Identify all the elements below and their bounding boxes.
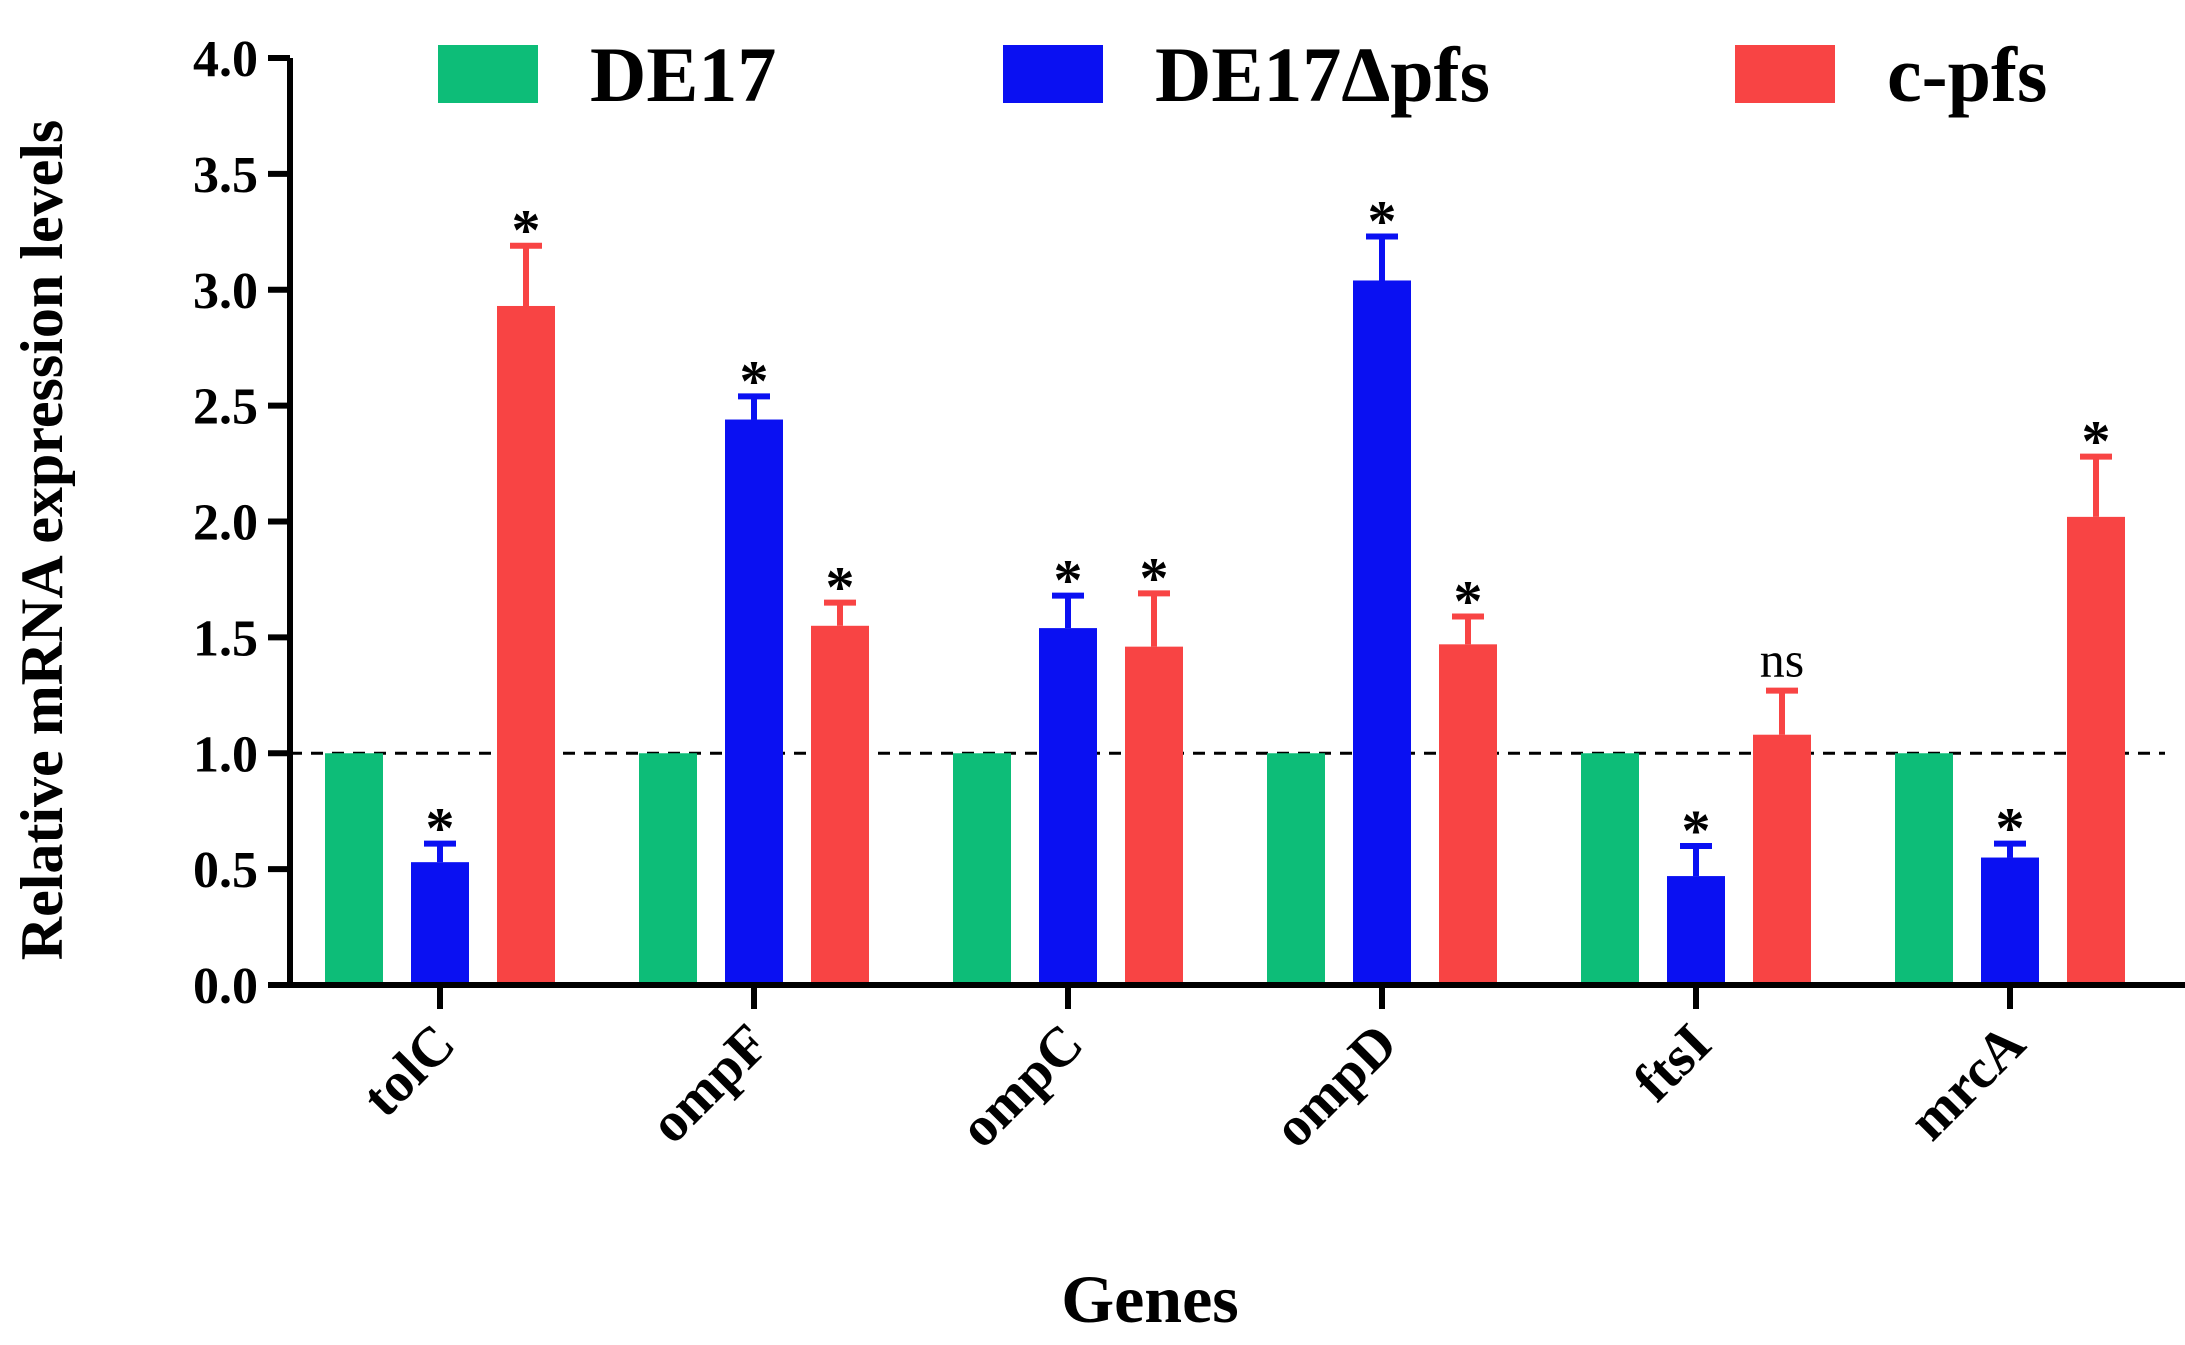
- x-tick-label: ompC: [948, 1012, 1095, 1159]
- x-tick-label: ompD: [1262, 1012, 1409, 1159]
- bar: [811, 625, 869, 985]
- significance-star: *: [2082, 409, 2111, 474]
- significance-star: *: [1996, 796, 2025, 861]
- bar: [1439, 644, 1497, 985]
- y-tick-label: 1.5: [193, 610, 258, 667]
- significance-star: *: [1682, 798, 1711, 863]
- legend-swatch: [1003, 45, 1103, 103]
- bar: [325, 753, 383, 985]
- legend-swatch: [1735, 45, 1835, 103]
- bar: [953, 753, 1011, 985]
- bar: [1267, 753, 1325, 985]
- x-tick-label: ompF: [638, 1012, 781, 1155]
- y-tick-label: 4.0: [193, 31, 258, 88]
- bar: [2067, 516, 2125, 985]
- significance-star: *: [426, 796, 455, 861]
- x-tick-label: mrcA: [1897, 1012, 2037, 1152]
- bars-group: [325, 233, 2125, 986]
- bar: [725, 419, 783, 985]
- bar: [639, 753, 697, 985]
- significance-star: *: [826, 555, 855, 620]
- significance-star: *: [1140, 545, 1169, 610]
- y-tick-label: 0.5: [193, 842, 258, 899]
- significance-star: *: [512, 198, 541, 263]
- significance-star: *: [1368, 188, 1397, 253]
- bar: [1895, 753, 1953, 985]
- bar: [1753, 734, 1811, 985]
- bar: [1039, 628, 1097, 985]
- significance-ns: ns: [1760, 632, 1804, 688]
- bar: [1667, 876, 1725, 985]
- legend-swatch: [438, 45, 538, 103]
- axes-group: [268, 55, 2185, 1009]
- y-axis-title: Relative mRNA expression levels: [9, 120, 75, 960]
- significance-star: *: [740, 348, 769, 413]
- y-tick-label: 2.0: [193, 495, 258, 552]
- y-tick-label: 3.0: [193, 263, 258, 320]
- bar: [497, 305, 555, 985]
- x-axis-title: Genes: [1061, 1261, 1239, 1337]
- bar: [1125, 646, 1183, 985]
- y-tick-label: 3.5: [193, 147, 258, 204]
- y-tick-label: 2.5: [193, 379, 258, 436]
- x-tick-label: tolC: [351, 1012, 467, 1128]
- significance-star: *: [1054, 548, 1083, 613]
- labels-group: 0.0 0.5 1.0 1.5 2.0 2.5 3.0 3.5 4.0 tolC * * ompF * * o…: [193, 31, 2111, 1160]
- bar: [411, 862, 469, 985]
- bar: [1581, 753, 1639, 985]
- significance-star: *: [1454, 569, 1483, 634]
- legend-group: DE17 DE17Δpfs c-pfs: [438, 31, 2047, 118]
- bar: [1353, 280, 1411, 986]
- bar: [1981, 857, 2039, 985]
- x-tick-label: ftsI: [1622, 1012, 1723, 1113]
- legend-label: DE17Δpfs: [1155, 31, 1490, 118]
- y-tick-label: 0.0: [193, 958, 258, 1015]
- legend-label: c-pfs: [1887, 31, 2047, 118]
- y-tick-label: 1.0: [193, 726, 258, 783]
- legend-label: DE17: [590, 31, 776, 118]
